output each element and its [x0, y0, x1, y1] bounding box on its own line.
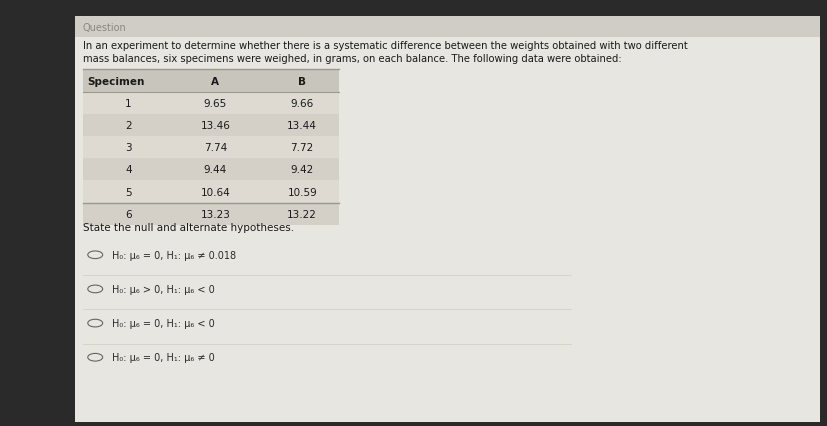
Text: A: A [211, 76, 219, 86]
Text: 13.22: 13.22 [287, 209, 317, 219]
FancyBboxPatch shape [83, 115, 339, 137]
Text: H₀: μ₆ = 0, H₁: μ₆ ≠ 0.018: H₀: μ₆ = 0, H₁: μ₆ ≠ 0.018 [112, 250, 236, 260]
FancyBboxPatch shape [83, 92, 339, 115]
Text: 6: 6 [125, 209, 131, 219]
Text: H₀: μ₆ = 0, H₁: μ₆ ≠ 0: H₀: μ₆ = 0, H₁: μ₆ ≠ 0 [112, 352, 214, 363]
FancyBboxPatch shape [83, 203, 339, 225]
Text: 5: 5 [125, 187, 131, 197]
Text: 1: 1 [125, 98, 131, 109]
Text: 9.44: 9.44 [203, 165, 227, 175]
FancyBboxPatch shape [83, 70, 339, 92]
Text: Specimen: Specimen [87, 76, 144, 86]
Text: In an experiment to determine whether there is a systematic difference between t: In an experiment to determine whether th… [83, 40, 686, 50]
FancyBboxPatch shape [83, 159, 339, 181]
Text: 9.66: 9.66 [290, 98, 313, 109]
Text: Question: Question [83, 23, 127, 33]
Text: 13.44: 13.44 [287, 121, 317, 131]
FancyBboxPatch shape [74, 17, 819, 422]
Text: 13.23: 13.23 [200, 209, 230, 219]
Text: B: B [298, 76, 306, 86]
Text: 2: 2 [125, 121, 131, 131]
Text: 3: 3 [125, 143, 131, 153]
Text: 10.64: 10.64 [200, 187, 230, 197]
Text: mass balances, six specimens were weighed, in grams, on each balance. The follow: mass balances, six specimens were weighe… [83, 54, 621, 64]
Text: 4: 4 [125, 165, 131, 175]
Text: 7.72: 7.72 [290, 143, 313, 153]
Text: 13.46: 13.46 [200, 121, 230, 131]
FancyBboxPatch shape [83, 137, 339, 159]
Text: 9.42: 9.42 [290, 165, 313, 175]
Text: 9.65: 9.65 [203, 98, 227, 109]
Text: 7.74: 7.74 [203, 143, 227, 153]
Text: H₀: μ₆ > 0, H₁: μ₆ < 0: H₀: μ₆ > 0, H₁: μ₆ < 0 [112, 284, 214, 294]
Text: H₀: μ₆ = 0, H₁: μ₆ < 0: H₀: μ₆ = 0, H₁: μ₆ < 0 [112, 318, 214, 328]
FancyBboxPatch shape [83, 181, 339, 203]
Text: State the null and alternate hypotheses.: State the null and alternate hypotheses. [83, 222, 294, 232]
Text: 10.59: 10.59 [287, 187, 317, 197]
FancyBboxPatch shape [74, 17, 819, 38]
